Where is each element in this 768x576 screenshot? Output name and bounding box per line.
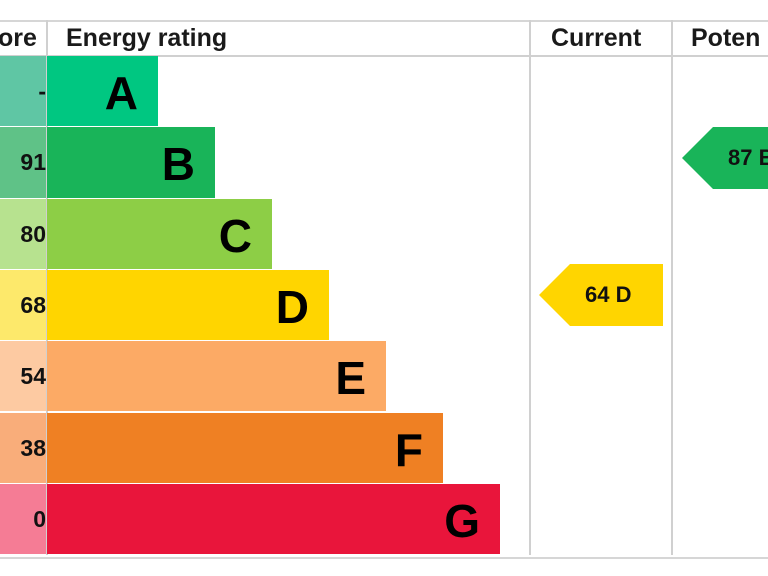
- score-band-F: 38: [0, 412, 46, 483]
- potential-rating-arrow: 87 B: [682, 127, 768, 189]
- score-band-G: 0: [0, 483, 46, 555]
- header-score: ore: [0, 24, 37, 52]
- rating-bar-B: B: [47, 127, 215, 198]
- rating-bar-G: G: [47, 483, 500, 555]
- rating-bar-D: D: [47, 269, 329, 341]
- score-band-A: -: [0, 56, 46, 127]
- score-band-B: 91: [0, 127, 46, 198]
- column-divider: [529, 20, 531, 555]
- header-potential: Poten: [691, 24, 761, 52]
- header-energy-rating: Energy rating: [66, 24, 228, 52]
- potential-rating-label: 87 B: [728, 145, 768, 170]
- score-band-E: 54: [0, 341, 46, 412]
- header-divider: [0, 55, 768, 57]
- epc-table: [0, 20, 768, 559]
- current-rating-label: 64 D: [585, 282, 632, 307]
- rating-bar-C: C: [47, 198, 272, 269]
- rating-bar-A: A: [47, 56, 158, 127]
- score-band-D: 68: [0, 269, 46, 341]
- rating-bar-E: E: [47, 341, 386, 412]
- header-current: Current: [551, 24, 642, 52]
- column-divider: [671, 20, 673, 555]
- score-band-C: 80: [0, 198, 46, 269]
- rating-bar-F: F: [47, 412, 443, 483]
- current-rating-arrow: 64 D: [539, 264, 663, 326]
